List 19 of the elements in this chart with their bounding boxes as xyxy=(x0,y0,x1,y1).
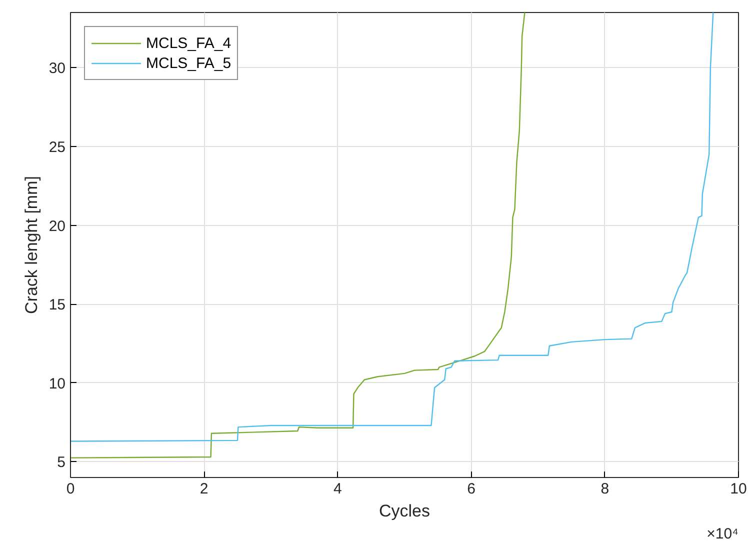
x-tick-label: 2 xyxy=(200,480,208,498)
x-tick-label: 6 xyxy=(467,480,476,498)
x-tick-label: 8 xyxy=(600,480,610,498)
x-tick-label: 10 xyxy=(730,480,747,498)
y-tick-label: 25 xyxy=(48,138,66,156)
y-tick-label: 30 xyxy=(48,60,66,78)
line-series xyxy=(70,12,714,442)
legend-label: MCLS_FA_4 xyxy=(146,34,232,52)
y-tick-label: 20 xyxy=(48,218,66,235)
y-tick-label: 10 xyxy=(48,375,66,392)
x-tick-label: 0 xyxy=(66,480,75,498)
x-tick-label: 4 xyxy=(334,480,342,498)
text: ×10⁴ xyxy=(706,526,738,542)
line-series xyxy=(70,12,526,458)
legend-label: MCLS_FA_5 xyxy=(146,54,232,72)
x-axis-title: Cycles xyxy=(378,502,430,520)
y-axis-title: Crack lenght [mm] xyxy=(22,176,41,314)
y-tick-label: 5 xyxy=(57,454,66,472)
y-tick-label: 15 xyxy=(48,296,66,314)
